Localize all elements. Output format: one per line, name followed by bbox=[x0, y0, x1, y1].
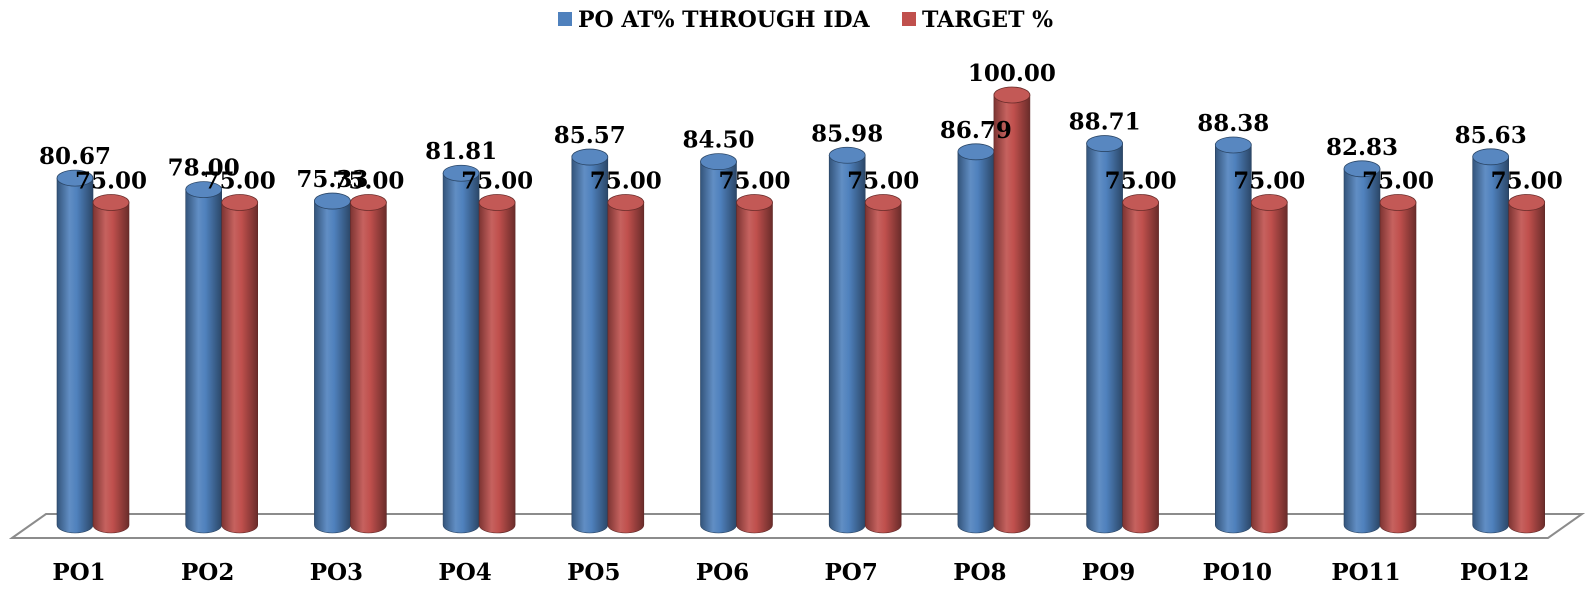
bar-po6-series-2 bbox=[736, 194, 773, 534]
category-label-po11: PO11 bbox=[1331, 559, 1400, 586]
data-label-po6-series-2: 75.00 bbox=[718, 168, 790, 195]
bar-po4-series-2 bbox=[478, 194, 516, 534]
legend-swatch-po-at bbox=[558, 12, 572, 26]
bar-po12-series-1 bbox=[1472, 148, 1510, 534]
bar-po5-series-2 bbox=[607, 194, 645, 534]
data-label-po11-series-2: 75.00 bbox=[1362, 168, 1434, 195]
bar-group bbox=[56, 86, 1546, 534]
data-label-po10-series-1: 88.38 bbox=[1197, 110, 1269, 137]
bar-po9-series-2 bbox=[1122, 194, 1159, 534]
chart-legend: PO AT% THROUGH IDA TARGET % bbox=[558, 7, 1053, 33]
data-label-po4-series-1: 81.81 bbox=[425, 138, 497, 165]
chart-floor bbox=[8, 513, 1586, 539]
category-label-po2: PO2 bbox=[181, 559, 234, 586]
data-label-po11-series-1: 82.83 bbox=[1326, 134, 1398, 161]
bar-po8-series-1 bbox=[957, 143, 995, 534]
category-label-po1: PO1 bbox=[52, 559, 105, 586]
floor-plane bbox=[8, 513, 1586, 539]
category-label-po6: PO6 bbox=[696, 559, 749, 586]
bar-po6-series-1 bbox=[700, 153, 737, 534]
bar-po10-series-2 bbox=[1250, 194, 1288, 534]
data-label-po12-series-2: 75.00 bbox=[1491, 168, 1563, 195]
data-label-po7-series-2: 75.00 bbox=[847, 168, 919, 195]
category-label-po8: PO8 bbox=[953, 559, 1006, 586]
bar-po3-series-2 bbox=[349, 194, 387, 534]
category-label-po7: PO7 bbox=[825, 559, 878, 586]
bar-po2-series-2 bbox=[221, 194, 259, 534]
data-label-po10-series-2: 75.00 bbox=[1233, 168, 1305, 195]
bar-po1-series-2 bbox=[92, 194, 130, 534]
data-label-po4-series-2: 75.00 bbox=[461, 168, 533, 195]
category-label-po3: PO3 bbox=[310, 559, 363, 586]
data-label-po6-series-1: 84.50 bbox=[682, 127, 754, 154]
category-label-po12: PO12 bbox=[1460, 559, 1529, 586]
bar-po7-series-2 bbox=[864, 194, 902, 534]
bar-po11-series-1 bbox=[1343, 160, 1381, 534]
data-label-po1-series-1: 80.67 bbox=[39, 143, 111, 170]
category-label-po10: PO10 bbox=[1203, 559, 1272, 586]
data-label-po8-series-1: 86.79 bbox=[940, 117, 1012, 144]
data-label-po5-series-2: 75.00 bbox=[590, 168, 662, 195]
category-label-po9: PO9 bbox=[1082, 559, 1135, 586]
legend-label-po-at: PO AT% THROUGH IDA bbox=[578, 7, 871, 33]
data-label-po9-series-1: 88.71 bbox=[1069, 109, 1141, 136]
bar-po12-series-2 bbox=[1508, 194, 1546, 534]
bar-po9-series-1 bbox=[1086, 135, 1123, 534]
category-label-po4: PO4 bbox=[438, 559, 491, 586]
data-label-po3-series-2: 75.00 bbox=[332, 168, 404, 195]
data-label-po12-series-1: 85.63 bbox=[1455, 122, 1527, 149]
data-label-po2-series-1: 78.00 bbox=[168, 155, 240, 182]
bar-po10-series-1 bbox=[1214, 136, 1252, 534]
category-label-po5: PO5 bbox=[567, 559, 620, 586]
category-axis: PO1 PO2 PO3 PO4 PO5 PO6 PO7 PO8 PO9 PO10 PO11 PO12 bbox=[52, 559, 1529, 586]
data-label-po5-series-1: 85.57 bbox=[554, 122, 626, 149]
bar-po3-series-1 bbox=[313, 192, 351, 534]
bar-po2-series-1 bbox=[185, 181, 223, 534]
bar-po1-series-1 bbox=[56, 169, 94, 534]
data-label-po2-series-2: 75.00 bbox=[204, 168, 276, 195]
bar-po8-series-2 bbox=[993, 86, 1031, 534]
data-label-po7-series-1: 85.98 bbox=[811, 120, 883, 147]
data-label-po8-series-2: 100.00 bbox=[968, 60, 1056, 87]
data-label-po3-series-1: 75.33 bbox=[296, 166, 368, 193]
data-label-po9-series-2: 75.00 bbox=[1105, 168, 1177, 195]
legend-label-target: TARGET % bbox=[922, 7, 1053, 33]
bar-po7-series-1 bbox=[828, 146, 866, 534]
bar-po5-series-1 bbox=[571, 148, 609, 534]
bar-po4-series-1 bbox=[442, 164, 480, 534]
bar-po11-series-2 bbox=[1379, 194, 1417, 534]
data-label-po1-series-2: 75.00 bbox=[75, 168, 147, 195]
legend-swatch-target bbox=[902, 12, 916, 26]
